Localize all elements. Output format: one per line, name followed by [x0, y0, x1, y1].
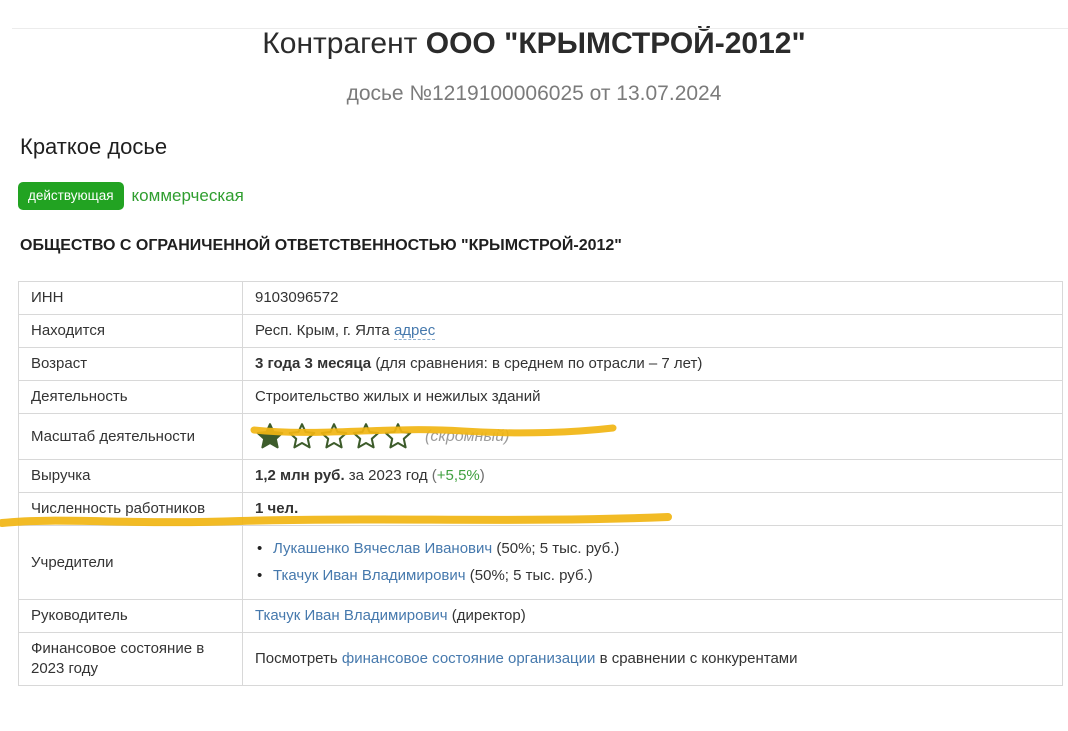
table-row-founders: Учредители Лукашенко Вячеслав Иванович (…	[18, 525, 1063, 600]
org-type-label: коммерческая	[131, 186, 244, 205]
star-icon-empty	[319, 422, 349, 451]
inn-value: 9103096572	[242, 281, 1063, 315]
table-row-employees: Численность работников 1 чел.	[18, 492, 1063, 526]
star-icon-filled	[255, 422, 285, 451]
founders-list: Лукашенко Вячеслав Иванович (50%; 5 тыс.…	[255, 539, 1050, 586]
finance-value: Посмотреть финансовое состояние организа…	[242, 632, 1063, 686]
top-divider	[12, 28, 1068, 29]
founder-link[interactable]: Ткачук Иван Владимирович	[273, 567, 466, 584]
star-rating	[255, 422, 415, 451]
star-icon-empty	[351, 422, 381, 451]
age-comparison-note: (для сравнения: в среднем по отрасли – 7…	[371, 355, 703, 372]
employees-label: Численность работников	[18, 492, 243, 526]
revenue-label: Выручка	[18, 459, 243, 493]
list-item: Лукашенко Вячеслав Иванович (50%; 5 тыс.…	[255, 539, 1050, 559]
scale-value: (скромный)	[242, 413, 1063, 460]
status-row: действующая коммерческая	[18, 181, 1068, 211]
list-item: Ткачук Иван Владимирович (50%; 5 тыс. ру…	[255, 566, 1050, 586]
age-label: Возраст	[18, 347, 243, 381]
age-value: 3 года 3 месяца (для сравнения: в средне…	[242, 347, 1063, 381]
revenue-period: за 2023 год	[344, 467, 432, 484]
table-row-age: Возраст 3 года 3 месяца (для сравнения: …	[18, 347, 1063, 381]
page-title: Контрагент ООО "КРЫМСТРОЙ-2012"	[0, 26, 1068, 62]
table-row-inn: ИНН 9103096572	[18, 281, 1063, 315]
activity-label: Деятельность	[18, 380, 243, 414]
table-row-scale: Масштаб деятельности (скромный)	[18, 413, 1063, 460]
employees-value: 1 чел.	[242, 492, 1063, 526]
star-icon-empty	[383, 422, 413, 451]
inn-label: ИНН	[18, 281, 243, 315]
finance-text-after: в сравнении с конкурентами	[595, 650, 798, 667]
table-row-head: Руководитель Ткачук Иван Владимирович (д…	[18, 599, 1063, 633]
table-row-activity: Деятельность Строительство жилых и нежил…	[18, 380, 1063, 414]
location-label: Находится	[18, 314, 243, 348]
section-heading: Краткое досье	[20, 134, 168, 159]
finance-text-before: Посмотреть	[255, 650, 342, 667]
head-position: (директор)	[447, 607, 526, 624]
activity-value: Строительство жилых и нежилых зданий	[242, 380, 1063, 414]
revenue-growth: +5,5%	[436, 467, 480, 484]
founder-link[interactable]: Лукашенко Вячеслав Иванович	[273, 540, 493, 557]
company-short-name: ООО "КРЫМСТРОЙ-2012"	[425, 27, 806, 60]
head-value: Ткачук Иван Владимирович (директор)	[242, 599, 1063, 633]
revenue-amount: 1,2 млн руб.	[255, 467, 345, 484]
revenue-paren: (	[431, 467, 437, 484]
head-label: Руководитель	[18, 599, 243, 633]
dossier-subtitle: досье №1219100006025 от 13.07.2024	[346, 82, 722, 105]
status-badge: действующая	[18, 181, 124, 211]
age-value-bold: 3 года 3 месяца	[255, 355, 372, 372]
star-icon-empty	[287, 422, 317, 451]
location-value: Респ. Крым, г. Ялта адрес	[242, 314, 1063, 348]
founders-label: Учредители	[18, 525, 243, 600]
revenue-value: 1,2 млн руб. за 2023 год (+5,5%)	[242, 459, 1063, 493]
table-row-finance: Финансовое состояние в 2023 году Посмотр…	[18, 632, 1063, 686]
address-link[interactable]: адрес	[393, 322, 436, 340]
founder-share: (50%; 5 тыс. руб.)	[492, 540, 620, 557]
founder-share: (50%; 5 тыс. руб.)	[465, 567, 593, 584]
scale-note: (скромный)	[425, 427, 510, 445]
table-row-revenue: Выручка 1,2 млн руб. за 2023 год (+5,5%)	[18, 459, 1063, 493]
table-row-location: Находится Респ. Крым, г. Ялта адрес	[18, 314, 1063, 348]
founders-value: Лукашенко Вячеслав Иванович (50%; 5 тыс.…	[242, 525, 1063, 600]
revenue-paren: )	[479, 467, 485, 484]
company-full-name: ОБЩЕСТВО С ОГРАНИЧЕННОЙ ОТВЕТСТВЕННОСТЬЮ…	[20, 237, 622, 254]
location-text: Респ. Крым, г. Ялта	[255, 322, 394, 339]
head-link[interactable]: Ткачук Иван Владимирович	[255, 607, 448, 624]
scale-label: Масштаб деятельности	[18, 413, 243, 460]
finance-state-link[interactable]: финансовое состояние организации	[341, 650, 596, 667]
dossier-table: ИНН 9103096572 Находится Респ. Крым, г. …	[18, 281, 1063, 686]
contragent-dossier-page: Контрагент ООО "КРЫМСТРОЙ-2012" досье №1…	[0, 26, 1068, 731]
finance-label: Финансовое состояние в 2023 году	[18, 632, 243, 686]
page-title-prefix: Контрагент	[262, 27, 426, 60]
